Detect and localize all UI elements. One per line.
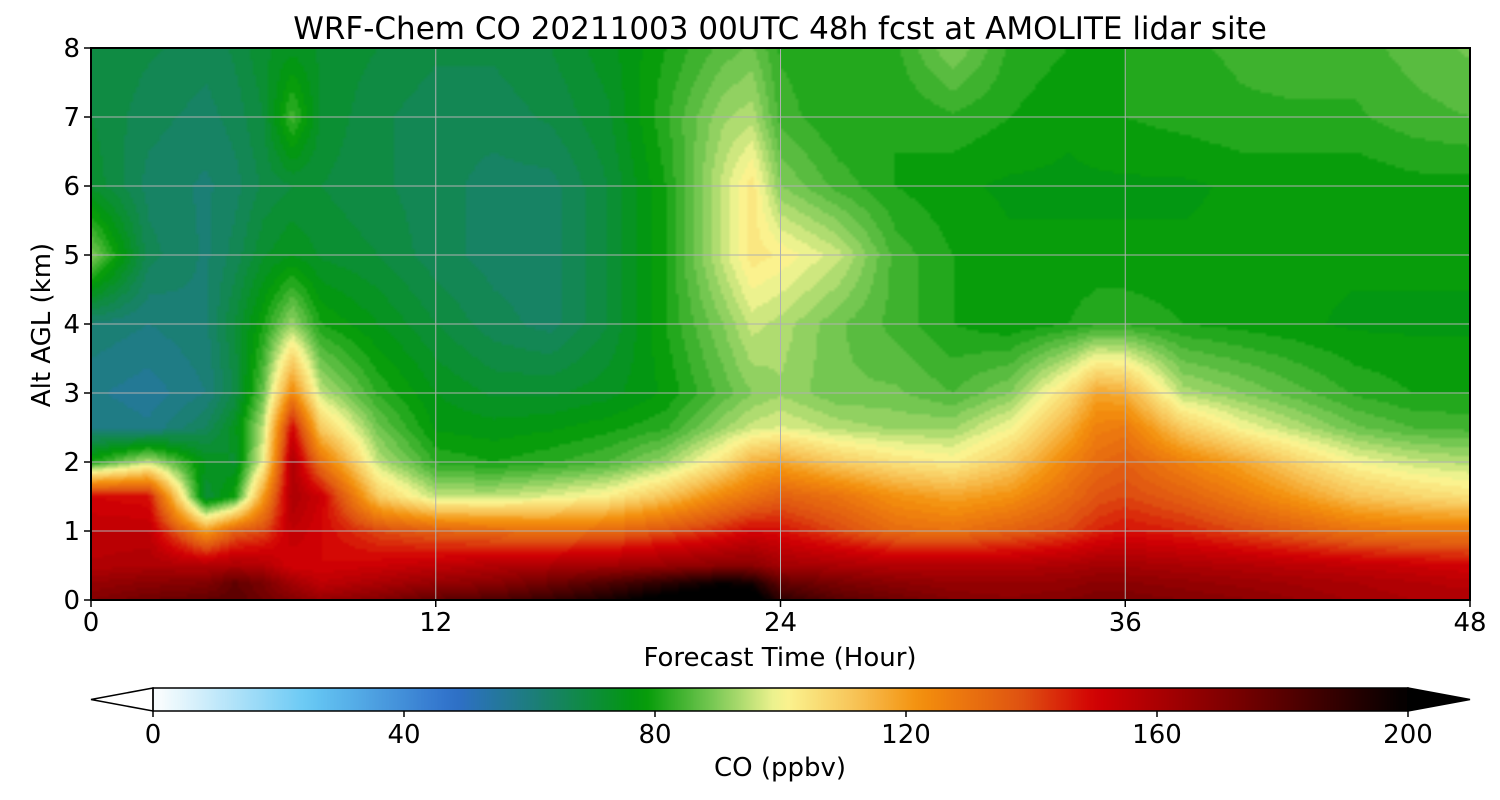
x-tick-label: 36 bbox=[1109, 608, 1142, 638]
colorbar-tick-label: 0 bbox=[145, 720, 162, 750]
colorbar-ticks: 0 40 80 120 160 200 bbox=[145, 711, 1433, 750]
y-tick-label: 4 bbox=[63, 310, 80, 340]
y-tick-label: 2 bbox=[63, 448, 80, 478]
colorbar-frame bbox=[152, 687, 1409, 712]
x-tick-label: 12 bbox=[419, 608, 452, 638]
y-tick-label: 3 bbox=[63, 379, 80, 409]
colorbar-tick-label: 200 bbox=[1383, 720, 1433, 750]
x-tick-label: 0 bbox=[83, 608, 100, 638]
y-tick-label: 8 bbox=[63, 34, 80, 64]
colorbar-tick-label: 80 bbox=[638, 720, 671, 750]
colorbar-tick-label: 120 bbox=[881, 720, 931, 750]
colorbar-low-extension bbox=[90, 687, 154, 712]
y-axis: 0 1 2 3 4 5 6 7 8 bbox=[63, 34, 91, 616]
colorbar-tick-label: 160 bbox=[1132, 720, 1182, 750]
colorbar: 0 40 80 120 160 200 CO (ppbv) bbox=[90, 687, 1471, 783]
x-axis: 0 12 24 36 48 bbox=[83, 600, 1487, 638]
y-tick-label: 6 bbox=[63, 172, 80, 202]
colorbar-tick-label: 40 bbox=[387, 720, 420, 750]
chart-title: WRF-Chem CO 20211003 00UTC 48h fcst at A… bbox=[293, 11, 1267, 47]
y-axis-label: Alt AGL (km) bbox=[27, 243, 57, 407]
colorbar-gradient bbox=[153, 688, 1408, 711]
y-tick-label: 5 bbox=[63, 241, 80, 271]
x-tick-label: 24 bbox=[764, 608, 797, 638]
y-tick-label: 1 bbox=[63, 517, 80, 547]
colorbar-label: CO (ppbv) bbox=[714, 753, 846, 783]
y-tick-label: 0 bbox=[63, 586, 80, 616]
x-tick-label: 48 bbox=[1453, 608, 1486, 638]
colorbar-high-extension bbox=[1407, 687, 1471, 712]
y-tick-label: 7 bbox=[63, 103, 80, 133]
plot-area bbox=[90, 47, 1471, 601]
x-axis-label: Forecast Time (Hour) bbox=[643, 643, 916, 673]
